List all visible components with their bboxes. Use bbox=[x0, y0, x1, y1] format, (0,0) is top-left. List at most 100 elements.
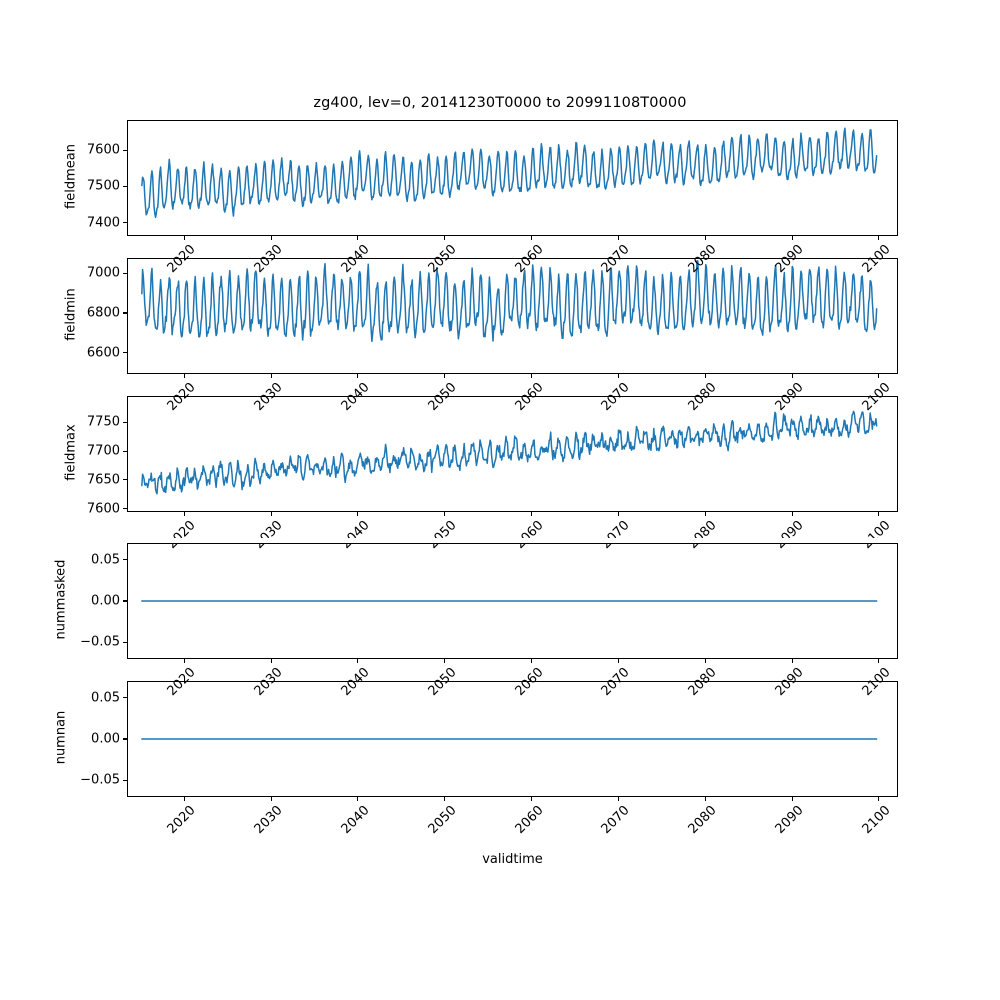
xtick-mark bbox=[704, 797, 706, 801]
ylabel-fieldmean: fieldmean bbox=[63, 144, 79, 209]
subplot-fieldmean bbox=[127, 120, 898, 236]
ytick-label-fieldmin: 6800 bbox=[86, 305, 120, 321]
xtick-mark bbox=[357, 797, 359, 801]
ytick-mark-fieldmin bbox=[123, 272, 127, 274]
xtick-mark bbox=[183, 236, 185, 240]
ytick-label-numnan: 0.05 bbox=[91, 690, 120, 706]
ytick-label-fieldmean: 7500 bbox=[86, 178, 120, 194]
xtick-mark bbox=[704, 374, 706, 378]
ytick-mark-nummasked bbox=[123, 600, 127, 602]
ytick-mark-nummasked bbox=[123, 559, 127, 561]
xtick-mark bbox=[531, 797, 533, 801]
xtick-mark bbox=[617, 797, 619, 801]
xtick-mark bbox=[531, 374, 533, 378]
xtick-mark bbox=[183, 374, 185, 378]
xtick-label-2030: 2030 bbox=[251, 803, 286, 838]
xtick-mark bbox=[357, 659, 359, 663]
tick-label-clip-mask bbox=[0, 538, 1000, 543]
ytick-mark-fieldmax bbox=[123, 421, 127, 423]
xtick-mark bbox=[270, 236, 272, 240]
plot-area-fieldmean bbox=[128, 121, 897, 235]
xtick-mark bbox=[357, 236, 359, 240]
xtick-mark bbox=[791, 659, 793, 663]
ytick-label-fieldmax: 7650 bbox=[86, 472, 120, 488]
plot-area-fieldmax bbox=[128, 397, 897, 511]
xtick-mark bbox=[531, 512, 533, 516]
xtick-mark bbox=[617, 659, 619, 663]
xtick-mark bbox=[791, 374, 793, 378]
xtick-mark bbox=[531, 236, 533, 240]
subplot-nummasked bbox=[127, 543, 898, 659]
xtick-mark bbox=[183, 659, 185, 663]
ytick-label-numnan: −0.05 bbox=[80, 772, 120, 788]
ytick-label-numnan: 0.00 bbox=[91, 731, 120, 747]
ytick-mark-nummasked bbox=[123, 641, 127, 643]
subplot-fieldmin bbox=[127, 258, 898, 374]
xtick-mark bbox=[617, 236, 619, 240]
ytick-mark-fieldmean bbox=[123, 149, 127, 151]
ytick-label-fieldmax: 7600 bbox=[86, 501, 120, 517]
xtick-mark bbox=[270, 374, 272, 378]
xtick-mark bbox=[878, 374, 880, 378]
ylabel-fieldmax: fieldmax bbox=[63, 424, 79, 481]
ytick-mark-fieldmean bbox=[123, 185, 127, 187]
xtick-label-2020: 2020 bbox=[164, 803, 199, 838]
ytick-label-fieldmean: 7400 bbox=[86, 215, 120, 231]
figure-title: zg400, lev=0, 20141230T0000 to 20991108T… bbox=[313, 95, 687, 111]
plot-area-numnan bbox=[128, 682, 897, 796]
ytick-label-fieldmin: 7000 bbox=[86, 265, 120, 281]
ytick-mark-fieldmean bbox=[123, 222, 127, 224]
xtick-label-2060: 2060 bbox=[512, 803, 547, 838]
ytick-label-nummasked: 0.00 bbox=[91, 593, 120, 609]
xtick-mark bbox=[444, 374, 446, 378]
ytick-mark-numnan bbox=[123, 697, 127, 699]
xtick-mark bbox=[531, 659, 533, 663]
xtick-mark bbox=[791, 512, 793, 516]
xtick-mark bbox=[878, 659, 880, 663]
subplot-fieldmax bbox=[127, 396, 898, 512]
xtick-mark bbox=[357, 512, 359, 516]
xtick-mark bbox=[791, 797, 793, 801]
ytick-label-fieldmax: 7700 bbox=[86, 443, 120, 459]
xtick-label-2080: 2080 bbox=[685, 803, 720, 838]
xtick-mark bbox=[270, 659, 272, 663]
xtick-mark bbox=[878, 797, 880, 801]
ytick-mark-numnan bbox=[123, 779, 127, 781]
ylabel-nummasked: nummasked bbox=[53, 559, 69, 640]
xtick-mark bbox=[270, 512, 272, 516]
plot-area-nummasked bbox=[128, 544, 897, 658]
xtick-label-2070: 2070 bbox=[599, 803, 634, 838]
ytick-mark-fieldmax bbox=[123, 479, 127, 481]
xtick-mark bbox=[791, 236, 793, 240]
ytick-mark-fieldmax bbox=[123, 508, 127, 510]
xtick-mark bbox=[183, 797, 185, 801]
series-fieldmax bbox=[142, 411, 877, 493]
ylabel-numnan: numnan bbox=[53, 710, 69, 765]
ytick-label-nummasked: 0.05 bbox=[91, 552, 120, 568]
xtick-mark bbox=[704, 512, 706, 516]
ytick-label-nummasked: −0.05 bbox=[80, 634, 120, 650]
xtick-label-2040: 2040 bbox=[338, 803, 373, 838]
ytick-mark-numnan bbox=[123, 738, 127, 740]
xaxis-label: validtime bbox=[482, 852, 543, 867]
xtick-mark bbox=[878, 512, 880, 516]
ytick-label-fieldmax: 7750 bbox=[86, 414, 120, 430]
xtick-label-2050: 2050 bbox=[425, 803, 460, 838]
ytick-mark-fieldmin bbox=[123, 352, 127, 354]
ylabel-fieldmin: fieldmin bbox=[63, 288, 79, 341]
xtick-mark bbox=[617, 374, 619, 378]
ytick-mark-fieldmin bbox=[123, 312, 127, 314]
subplot-numnan bbox=[127, 681, 898, 797]
xtick-mark bbox=[617, 512, 619, 516]
xtick-label-2090: 2090 bbox=[772, 803, 807, 838]
xtick-mark bbox=[878, 236, 880, 240]
ytick-label-fieldmin: 6600 bbox=[86, 345, 120, 361]
xtick-mark bbox=[357, 374, 359, 378]
xtick-mark bbox=[704, 659, 706, 663]
xtick-mark bbox=[270, 797, 272, 801]
xtick-mark bbox=[183, 512, 185, 516]
xtick-label-2100: 2100 bbox=[859, 803, 894, 838]
xtick-mark bbox=[444, 512, 446, 516]
xtick-mark bbox=[444, 236, 446, 240]
